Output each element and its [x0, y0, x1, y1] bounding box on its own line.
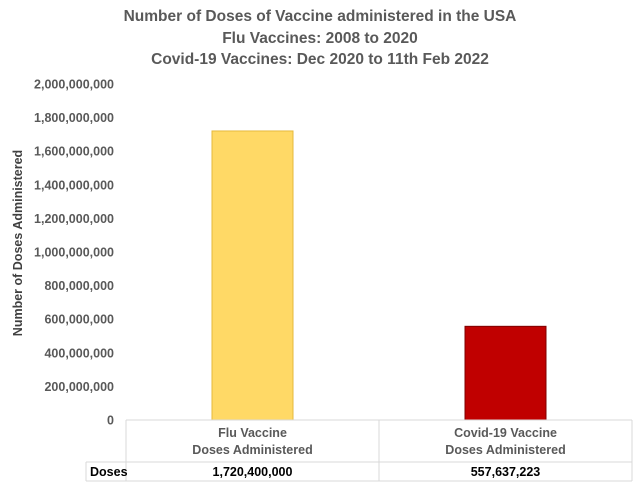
x-tick-label: Flu Vaccine — [218, 426, 287, 440]
bar — [464, 325, 547, 421]
y-tick-label: 800,000,000 — [44, 279, 114, 293]
data-table: Flu Vaccine Doses Administered 1,720,400,0… — [85, 419, 633, 482]
data-table-row-label: Doses — [90, 465, 128, 479]
y-axis: 0 200,000,000 400,000,000 600,000,000 800,00… — [34, 78, 114, 428]
chart-title-line: Covid-19 Vaccines: Dec 2020 to 11th Feb … — [151, 51, 489, 68]
y-tick-label: 400,000,000 — [44, 346, 114, 360]
x-tick-label: Covid-19 Vaccine — [454, 426, 557, 440]
y-tick-label: 1,800,000,000 — [34, 111, 114, 125]
data-table-value: 557,637,223 — [471, 465, 541, 479]
x-tick-label: Doses Administered — [445, 443, 565, 457]
y-axis-label: Number of Doses Administered — [11, 150, 25, 336]
x-tick-label: Doses Administered — [192, 443, 312, 457]
y-tick-label: 200,000,000 — [44, 380, 114, 394]
chart-title: Number of Doses of Vaccine administered … — [124, 8, 517, 68]
y-tick-label: 2,000,000,000 — [34, 78, 114, 92]
data-table-value: 1,720,400,000 — [213, 465, 293, 479]
bar — [211, 130, 294, 421]
y-tick-label: 1,600,000,000 — [34, 145, 114, 159]
y-tick-label: 1,400,000,000 — [34, 178, 114, 192]
y-tick-label: 1,200,000,000 — [34, 212, 114, 226]
chart-title-line: Flu Vaccines: 2008 to 2020 — [222, 30, 418, 47]
chart-title-line: Number of Doses of Vaccine administered … — [124, 8, 517, 25]
bars — [211, 130, 547, 421]
y-tick-label: 600,000,000 — [44, 313, 114, 327]
y-tick-label: 1,000,000,000 — [34, 246, 114, 260]
y-tick-label: 0 — [107, 414, 114, 428]
